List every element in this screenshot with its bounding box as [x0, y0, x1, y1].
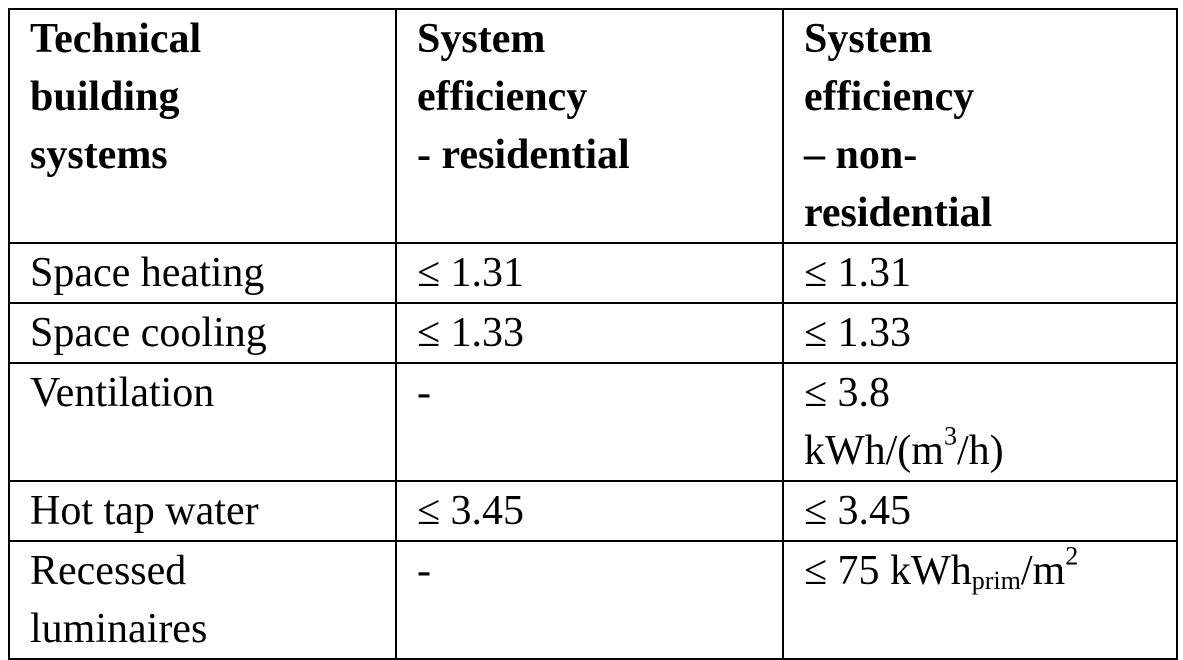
cell-line: Technical [30, 16, 202, 62]
cell-line: Recessed [30, 548, 187, 594]
cell-line: - residential [417, 132, 630, 178]
table-cell: ≤ 3.8 kWh/(m3/h) [782, 362, 1178, 482]
table-cell: ≤ 1.31 [782, 242, 1178, 304]
header-row: Technical building systems System efficiency… [8, 8, 1178, 244]
cell-line: efficiency [417, 74, 588, 120]
efficiency-table: Technical building systems System efficiency… [8, 8, 1178, 660]
table-cell: ≤ 75 kWhprim/m2 [782, 540, 1178, 660]
cell-line: kWh/(m3/h) [804, 422, 1176, 480]
text-run: ≤ 75 kWh [804, 548, 972, 594]
sub-text: prim [971, 566, 1021, 596]
header-cell: System efficiency – non-residential [782, 8, 1178, 244]
table-row: Space cooling ≤ 1.33 ≤ 1.33 [8, 302, 1178, 364]
table-cell: - [395, 362, 784, 482]
table-row: Hot tap water ≤ 3.45 ≤ 3.45 [8, 480, 1178, 542]
cell-line: systems [30, 132, 168, 178]
table-row: Space heating ≤ 1.31 ≤ 1.31 [8, 242, 1178, 304]
table-cell: ≤ 1.33 [782, 302, 1178, 364]
cell-line: efficiency [804, 74, 975, 120]
table-cell: Ventilation [8, 362, 397, 482]
table-cell: ≤ 3.45 [782, 480, 1178, 542]
table-cell: Recessed luminaires [8, 540, 397, 660]
table-cell: Space cooling [8, 302, 397, 364]
table-cell: Hot tap water [8, 480, 397, 542]
table-row: Recessed luminaires - ≤ 75 kWhprim/m2 [8, 540, 1178, 660]
cell-line: ≤ 75 kWhprim/m2 [804, 542, 1176, 600]
cell-line: System [417, 16, 546, 62]
sup-text: 2 [1065, 541, 1079, 571]
cell-line: luminaires [30, 606, 208, 652]
table-row: Ventilation - ≤ 3.8 kWh/(m3/h) [8, 362, 1178, 482]
text-run: /h) [956, 428, 1004, 474]
cell-line: building [30, 74, 180, 120]
text-run: kWh/(m [804, 428, 944, 474]
text-run: /m [1020, 548, 1066, 594]
cell-line: System [804, 16, 933, 62]
table-cell: - [395, 540, 784, 660]
cell-line: ≤ 3.8 [804, 370, 891, 416]
cell-line: residential [804, 190, 993, 236]
table-cell: Space heating [8, 242, 397, 304]
table-cell: ≤ 1.31 [395, 242, 784, 304]
cell-line: – non- [804, 132, 918, 178]
table-cell: ≤ 3.45 [395, 480, 784, 542]
table-cell: ≤ 1.33 [395, 302, 784, 364]
header-cell: System efficiency - residential [395, 8, 784, 244]
header-cell: Technical building systems [8, 8, 397, 244]
sup-text: 3 [943, 421, 957, 451]
